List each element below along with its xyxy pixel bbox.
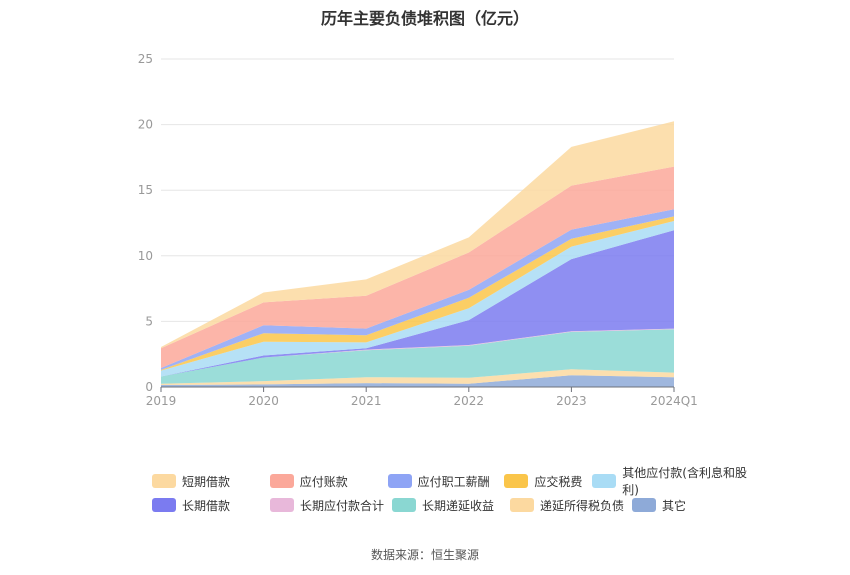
legend-label: 应付账款 [299,474,348,489]
legend: 短期借款 应付账款 应付职工薪酬 应交税费 其他应付款(含利息和股利) 长期借款 长期应付款… [152,466,752,520]
legend-swatch [269,474,294,488]
legend-item[interactable]: 其它 [632,496,712,514]
x-tick-label: 2022 [454,394,485,408]
legend-row: 短期借款 应付账款 应付职工薪酬 应交税费 其他应付款(含利息和股利) [152,466,752,497]
legend-item[interactable]: 应付账款 [269,472,388,490]
legend-row: 长期借款 长期应付款合计 长期递延收益 递延所得税负债 其它 [152,496,752,514]
area-1 [161,375,674,387]
area-9 [161,166,674,368]
legend-label: 其它 [662,498,687,513]
legend-label: 递延所得税负债 [540,498,625,513]
y-tick-label: 15 [138,183,153,197]
legend-swatch [387,474,412,488]
legend-label: 长期递延收益 [422,498,495,513]
y-tick-label: 10 [138,249,153,263]
axes: 0 5 10 15 20 25 2019 2020 2021 2022 2023 2024Q1 [138,52,698,408]
y-tick-label: 5 [145,314,153,328]
x-tick-label: 2023 [556,394,587,408]
legend-swatch [510,498,534,512]
legend-item[interactable]: 长期借款 [152,496,270,514]
area-8 [161,209,674,370]
area-6 [161,221,674,377]
legend-item[interactable]: 应付职工薪酬 [387,472,505,490]
legend-item[interactable]: 递延所得税负债 [510,496,632,514]
legend-label: 其他应付款(含利息和股利) [622,466,747,497]
area-10 [161,121,674,349]
legend-item[interactable]: 长期应付款合计 [270,496,392,514]
legend-swatch [270,498,294,512]
legend-swatch [152,474,176,488]
y-tick-label: 25 [138,52,153,66]
area-series [161,121,674,387]
plot-area: 0 5 10 15 20 25 2019 2020 2021 2022 2023 2024Q1 [138,52,698,408]
chart-title: 历年主要负债堆积图（亿元） [320,9,529,28]
x-tick-label: 2020 [248,394,279,408]
legend-swatch [632,498,656,512]
legend-label: 短期借款 [182,474,231,489]
legend-item[interactable]: 应交税费 [504,472,592,490]
area-2 [161,369,674,385]
y-tick-label: 0 [145,380,153,394]
x-tick-label: 2021 [351,394,382,408]
x-tick-label: 2019 [146,394,177,408]
legend-swatch [152,498,176,512]
legend-label: 应付职工薪酬 [417,474,490,489]
x-tick-label: 2024Q1 [650,394,698,408]
legend-item[interactable]: 其他应付款(含利息和股利) [592,466,752,497]
area-3 [161,329,674,384]
legend-swatch [504,474,529,488]
legend-swatch [392,498,416,512]
legend-label: 应交税费 [534,474,583,489]
y-tick-label: 20 [138,118,153,132]
legend-item[interactable]: 长期递延收益 [392,496,510,514]
legend-label: 长期应付款合计 [300,498,385,513]
area-7 [161,216,674,371]
legend-swatch [592,474,617,488]
legend-item[interactable]: 短期借款 [152,472,270,490]
legend-label: 长期借款 [182,498,231,513]
area-5 [161,230,674,377]
data-source: 数据来源：恒生聚源 [370,548,479,562]
